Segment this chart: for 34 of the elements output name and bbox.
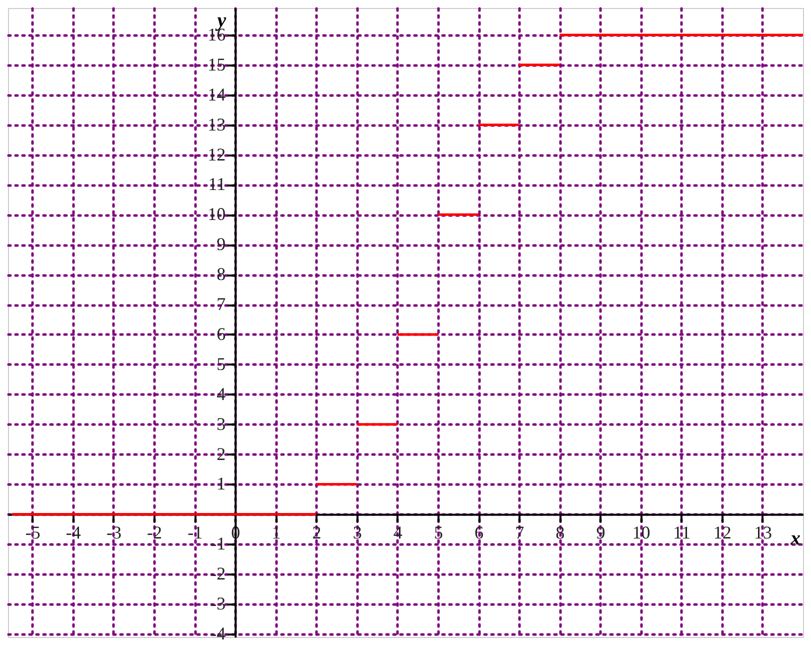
x-tick-label: -5 (25, 522, 40, 543)
x-tick-label: 2 (312, 522, 322, 543)
x-tick-label: 13 (754, 522, 772, 543)
x-tick-label: 5 (434, 522, 443, 543)
y-tick-label: -2 (210, 564, 226, 584)
x-tick-label: -1 (188, 522, 203, 543)
x-tick-label: 1 (272, 522, 281, 543)
y-tick-label: -4 (210, 624, 226, 644)
x-tick-label: 12 (713, 522, 732, 543)
x-tick-label: 7 (515, 522, 524, 543)
y-tick-label: 9 (216, 234, 226, 254)
x-tick-label: -2 (147, 522, 162, 543)
x-tick-label: 9 (596, 522, 606, 543)
x-tick-label: 11 (673, 522, 690, 543)
x-tick-label: 10 (632, 522, 650, 543)
y-tick-label: 6 (216, 324, 226, 344)
y-tick-label: 8 (216, 264, 226, 284)
y-tick-label: 15 (208, 54, 226, 74)
y-tick-label: 4 (216, 384, 226, 404)
y-tick-label: 12 (208, 144, 226, 164)
x-tick-label: 8 (556, 522, 565, 543)
x-tick-label: 6 (474, 522, 484, 543)
x-tick-label: -3 (106, 522, 122, 543)
x-tick-label: -4 (66, 522, 81, 543)
y-tick-label: 11 (208, 174, 226, 194)
x-tick-label: 3 (352, 522, 362, 543)
x-tick-label: 4 (393, 522, 402, 543)
y-tick-label: 14 (208, 84, 226, 104)
y-tick-label: -3 (210, 594, 226, 614)
y-tick-label: 13 (208, 114, 226, 134)
y-tick-label: 10 (208, 204, 226, 224)
y-tick-label: 2 (216, 444, 226, 464)
x-axis-title: x (790, 528, 800, 550)
y-tick-label: 1 (216, 474, 226, 494)
